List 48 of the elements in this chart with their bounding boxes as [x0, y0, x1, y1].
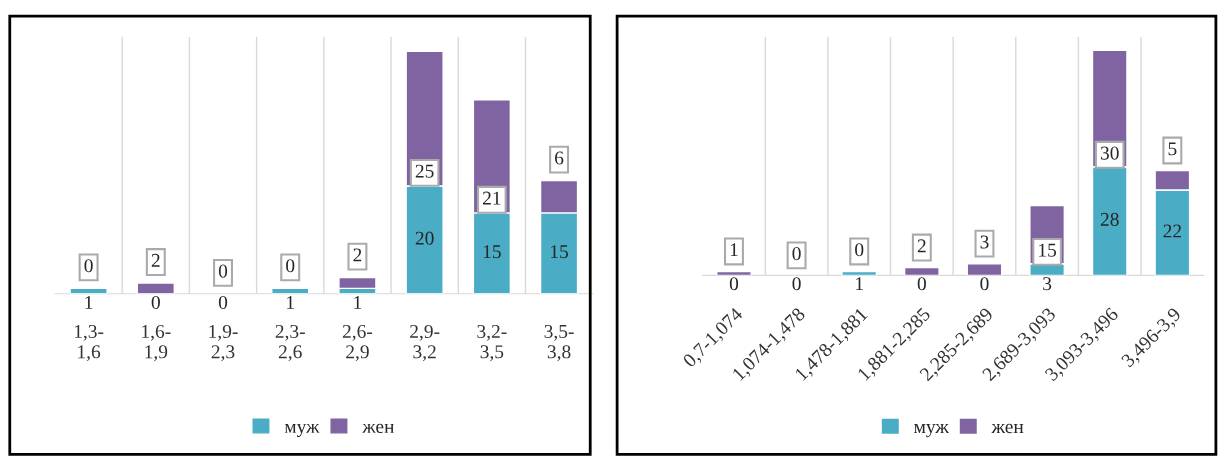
data-label: 15	[483, 245, 501, 259]
data-label: 0	[729, 277, 739, 291]
data-label: 1	[85, 296, 93, 309]
data-label: 28	[1100, 212, 1119, 226]
bar	[903, 266, 940, 276]
legend-label: муж	[284, 423, 320, 438]
x-tick-label: 3,2- 3,5	[477, 324, 507, 362]
data-label: 22	[1163, 224, 1182, 238]
legend-label: жен	[991, 423, 1024, 434]
data-label: 0	[980, 277, 989, 291]
x-tick-label: 2,6- 2,9	[342, 324, 373, 362]
data-label: 1	[730, 243, 738, 257]
data-label: 0	[151, 295, 160, 310]
data-label: 1	[354, 296, 362, 309]
data-label: 30	[1100, 146, 1119, 160]
x-tick-label: 3,5- 3,8	[544, 324, 574, 362]
data-label: 15	[551, 245, 569, 259]
bar	[338, 276, 377, 290]
bar	[136, 282, 175, 294]
data-label: 2	[917, 239, 926, 253]
data-label: 0	[792, 277, 801, 291]
data-label: 1	[856, 277, 863, 291]
x-tick-label: 1,3- 1,6	[74, 324, 104, 362]
x-tick-label: 2,9- 3,2	[410, 324, 440, 362]
data-label: 0	[917, 277, 926, 291]
data-label: 25	[415, 164, 434, 178]
legend-label: муж	[914, 424, 949, 438]
legend-label: жен	[362, 423, 395, 434]
data-label: 0	[855, 243, 864, 257]
data-label: 0	[218, 295, 228, 310]
data-label: 2	[151, 253, 160, 267]
x-tick-label: 1,9- 2,3	[209, 324, 238, 362]
bar	[966, 263, 1003, 276]
data-label: 0	[792, 247, 801, 261]
data-label: 3	[1043, 277, 1052, 291]
data-label: 6	[555, 151, 564, 165]
data-label: 5	[1168, 142, 1177, 156]
x-tick-label: 1,6- 1,9	[142, 324, 171, 362]
data-label: 3	[980, 235, 989, 249]
data-label: 15	[1039, 243, 1057, 257]
data-label: 0	[218, 264, 228, 278]
data-label: 1	[287, 296, 294, 309]
data-label: 2	[353, 248, 362, 262]
data-label: 0	[84, 259, 93, 273]
data-label: 0	[286, 259, 295, 273]
x-tick-label: 2,3- 2,6	[275, 324, 305, 362]
data-label: 20	[415, 231, 434, 245]
data-label: 21	[482, 191, 501, 205]
